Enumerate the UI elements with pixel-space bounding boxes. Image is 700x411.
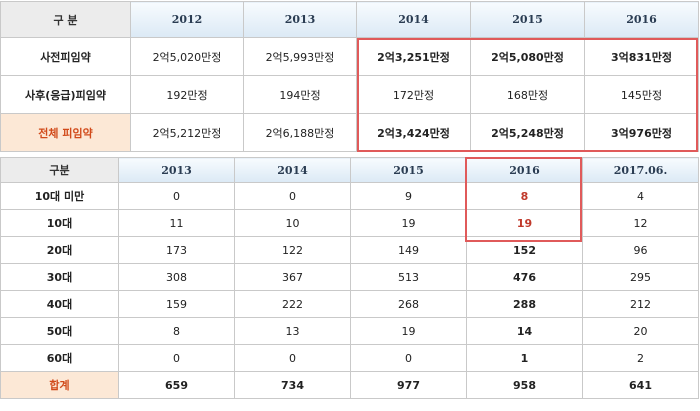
age-group-table: 구분 2013 2014 2015 2016 2017.06. 10대 미만 0… <box>0 157 699 399</box>
table-cell: 19 <box>350 209 467 237</box>
table-cell: 20 <box>582 317 699 345</box>
table-cell: 0 <box>350 344 467 372</box>
table-cell: 2억3,424만정 <box>356 113 471 152</box>
row-label: 사후(응급)피임약 <box>0 75 131 114</box>
year-header: 2015 <box>470 1 585 38</box>
table-cell: 4 <box>582 182 699 210</box>
table-row: 10대 11 10 19 19 12 <box>0 209 699 237</box>
table-cell: 476 <box>466 263 583 291</box>
table-row: 50대 8 13 19 14 20 <box>0 317 699 345</box>
year-header: 2013 <box>243 1 357 38</box>
table-cell: 192만정 <box>130 75 244 114</box>
table-cell: 308 <box>118 263 235 291</box>
table-row: 사후(응급)피임약 192만정 194만정 172만정 168만정 145만정 <box>0 75 699 114</box>
table-header-row: 구 분 2012 2013 2014 2015 2016 <box>0 1 699 38</box>
table-corner-label: 구분 <box>0 157 119 183</box>
table-cell: 513 <box>350 263 467 291</box>
year-header: 2016 <box>584 1 699 38</box>
table-cell: 3억831만정 <box>584 37 699 76</box>
row-label: 30대 <box>0 263 119 291</box>
table-cell: 0 <box>118 344 235 372</box>
row-label: 사전피임약 <box>0 37 131 76</box>
row-label: 20대 <box>0 236 119 264</box>
table-cell: 12 <box>582 209 699 237</box>
table-cell: 222 <box>234 290 351 318</box>
table-cell: 19 <box>466 209 583 237</box>
table-cell: 173 <box>118 236 235 264</box>
table-cell: 9 <box>350 182 467 210</box>
row-label-total: 전체 피임약 <box>0 113 131 152</box>
row-label: 10대 <box>0 209 119 237</box>
table-cell: 122 <box>234 236 351 264</box>
table-cell: 0 <box>234 344 351 372</box>
table-cell: 0 <box>234 182 351 210</box>
table-cell: 152 <box>466 236 583 264</box>
year-header: 2014 <box>234 157 351 183</box>
table-cell: 19 <box>350 317 467 345</box>
table-cell: 168만정 <box>470 75 585 114</box>
table-cell: 2억5,993만정 <box>243 37 357 76</box>
table-cell: 1 <box>466 344 583 372</box>
table-cell: 2억6,188만정 <box>243 113 357 152</box>
table-cell: 149 <box>350 236 467 264</box>
table-corner-label: 구 분 <box>0 1 131 38</box>
table-cell: 8 <box>466 182 583 210</box>
year-header: 2017.06. <box>582 157 699 183</box>
table-row: 사전피임약 2억5,020만정 2억5,993만정 2억3,251만정 2억5,… <box>0 37 699 76</box>
table-cell: 172만정 <box>356 75 471 114</box>
table-cell: 977 <box>350 371 467 399</box>
table-row: 20대 173 122 149 152 96 <box>0 236 699 264</box>
table-cell: 96 <box>582 236 699 264</box>
table-cell: 958 <box>466 371 583 399</box>
table-cell: 11 <box>118 209 235 237</box>
year-header: 2014 <box>356 1 471 38</box>
table-row: 40대 159 222 268 288 212 <box>0 290 699 318</box>
table-row-total: 합계 659 734 977 958 641 <box>0 371 699 399</box>
year-header: 2016 <box>466 157 583 183</box>
year-header: 2012 <box>130 1 244 38</box>
table-cell: 14 <box>466 317 583 345</box>
row-label: 10대 미만 <box>0 182 119 210</box>
table-cell: 8 <box>118 317 235 345</box>
table-cell: 2억3,251만정 <box>356 37 471 76</box>
year-header: 2015 <box>350 157 467 183</box>
table-row: 60대 0 0 0 1 2 <box>0 344 699 372</box>
table-row: 30대 308 367 513 476 295 <box>0 263 699 291</box>
table-cell: 145만정 <box>584 75 699 114</box>
table-cell: 2억5,080만정 <box>470 37 585 76</box>
table-cell: 194만정 <box>243 75 357 114</box>
table-cell: 288 <box>466 290 583 318</box>
table-cell: 2 <box>582 344 699 372</box>
table-cell: 367 <box>234 263 351 291</box>
table-cell: 641 <box>582 371 699 399</box>
table-row: 10대 미만 0 0 9 8 4 <box>0 182 699 210</box>
table-cell: 212 <box>582 290 699 318</box>
table-cell: 295 <box>582 263 699 291</box>
table-cell: 13 <box>234 317 351 345</box>
table-cell: 2억5,248만정 <box>470 113 585 152</box>
row-label: 60대 <box>0 344 119 372</box>
table-row-total: 전체 피임약 2억5,212만정 2억6,188만정 2억3,424만정 2억5… <box>0 113 699 152</box>
table-cell: 2억5,212만정 <box>130 113 244 152</box>
row-label-total: 합계 <box>0 371 119 399</box>
table-cell: 2억5,020만정 <box>130 37 244 76</box>
table-cell: 0 <box>118 182 235 210</box>
table-cell: 734 <box>234 371 351 399</box>
year-header: 2013 <box>118 157 235 183</box>
table-cell: 659 <box>118 371 235 399</box>
table-header-row: 구분 2013 2014 2015 2016 2017.06. <box>0 157 699 183</box>
row-label: 50대 <box>0 317 119 345</box>
table-cell: 3억976만정 <box>584 113 699 152</box>
row-label: 40대 <box>0 290 119 318</box>
contraceptive-sales-table: 구 분 2012 2013 2014 2015 2016 사전피임약 2억5,0… <box>0 1 699 152</box>
table-cell: 159 <box>118 290 235 318</box>
table-cell: 268 <box>350 290 467 318</box>
table-cell: 10 <box>234 209 351 237</box>
